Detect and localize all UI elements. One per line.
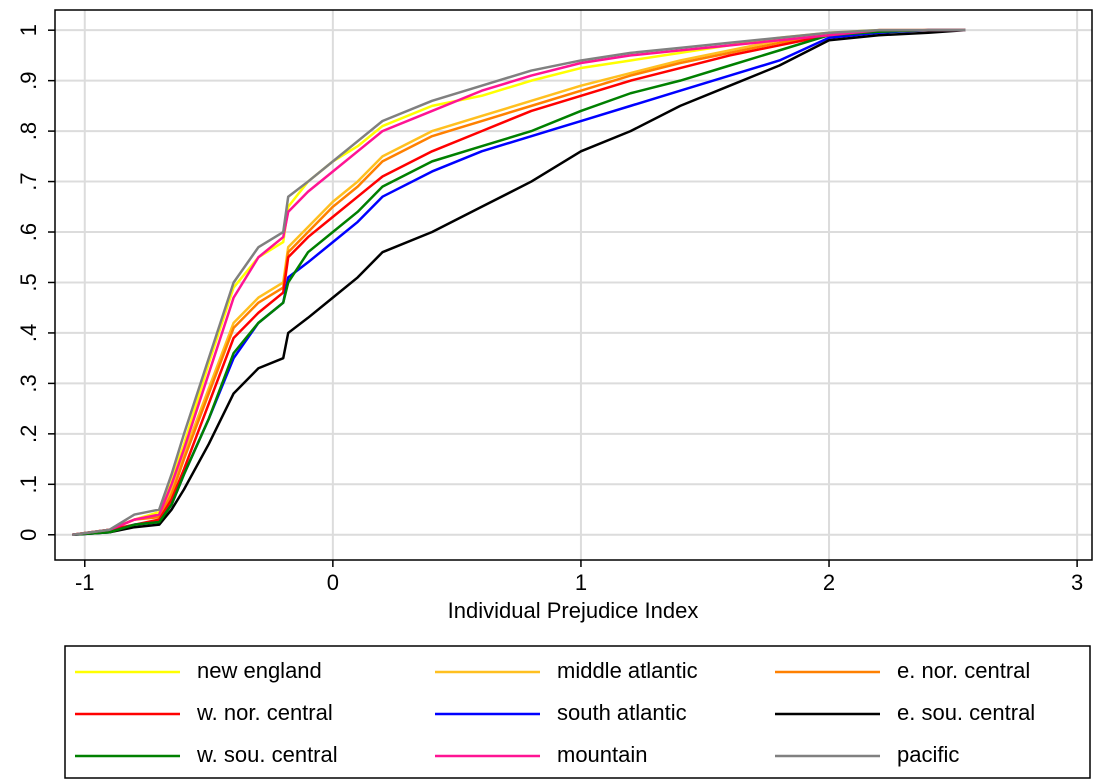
y-tick-label: .3 [16, 374, 41, 392]
series-line [72, 28, 966, 537]
series-line [72, 28, 966, 537]
series-line [72, 28, 966, 537]
legend-label: south atlantic [557, 700, 687, 725]
x-tick-label: 0 [327, 570, 339, 595]
legend-label: middle atlantic [557, 658, 698, 683]
series-line [72, 28, 966, 537]
y-tick-label: .8 [16, 122, 41, 140]
y-tick-label: .4 [16, 324, 41, 342]
y-tick-label: .6 [16, 223, 41, 241]
y-tick-label: .5 [16, 273, 41, 291]
legend-label: e. sou. central [897, 700, 1035, 725]
x-tick-label: 2 [823, 570, 835, 595]
x-tick-label: -1 [75, 570, 95, 595]
y-tick-label: 0 [16, 529, 41, 541]
legend-label: new england [197, 658, 322, 683]
legend-label: w. sou. central [196, 742, 338, 767]
y-tick-label: .9 [16, 71, 41, 89]
y-tick-label: .7 [16, 172, 41, 190]
y-tick-label: .1 [16, 475, 41, 493]
y-tick-label: 1 [16, 24, 41, 36]
legend-box [64, 645, 1091, 779]
series-line [72, 28, 966, 537]
x-axis-label: Individual Prejudice Index [448, 598, 699, 623]
legend-label: w. nor. central [196, 700, 333, 725]
y-tick-label: .2 [16, 425, 41, 443]
x-tick-label: 3 [1071, 570, 1083, 595]
series-line [72, 28, 966, 537]
plot-frame [54, 9, 1093, 561]
series-line [72, 28, 966, 537]
legend-label: pacific [897, 742, 959, 767]
x-tick-label: 1 [575, 570, 587, 595]
legend-label: mountain [557, 742, 648, 767]
legend-label: e. nor. central [897, 658, 1030, 683]
